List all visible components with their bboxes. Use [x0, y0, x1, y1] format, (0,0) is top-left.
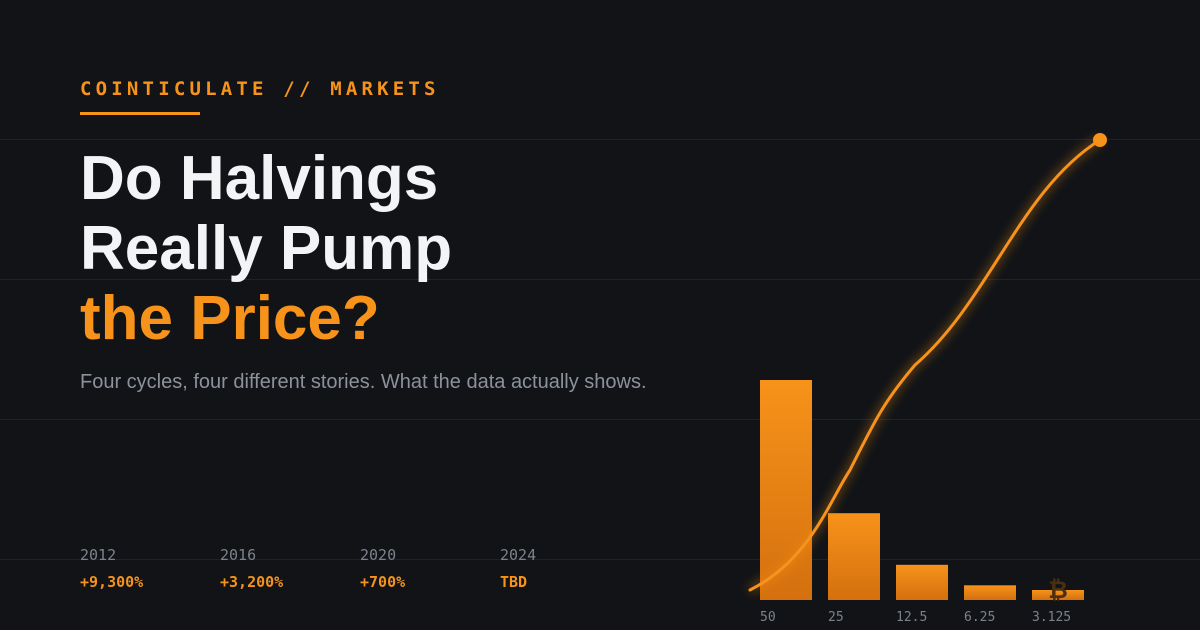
stat-2024: 2024 TBD	[500, 546, 630, 591]
subtitle: Four cycles, four different stories. Wha…	[80, 371, 647, 393]
reward-bar-25	[828, 513, 880, 600]
stat-year: 2024	[500, 546, 537, 564]
grid-line	[0, 419, 1200, 420]
stat-year: 2020	[360, 546, 397, 564]
reward-bar-12-5	[896, 564, 948, 600]
reward-label: 3.125	[1032, 610, 1071, 625]
reward-bar-6-25	[964, 585, 1016, 600]
bitcoin-icon: ₿	[1048, 576, 1068, 604]
stat-2012: 2012 +9,300%	[80, 546, 210, 591]
stat-2020: 2020 +700%	[360, 546, 490, 591]
title-line-1: Do Halvings	[80, 144, 439, 213]
price-trend-line	[748, 138, 1102, 592]
stat-value: +3,200%	[220, 573, 284, 591]
stat-value: +9,300%	[80, 573, 144, 591]
stat-value: TBD	[500, 573, 528, 591]
reward-label: 12.5	[896, 610, 927, 625]
kicker-label: COINTICULATE // MARKETS	[80, 78, 440, 100]
grid-line	[0, 279, 1200, 280]
reward-bar-3-125	[1032, 590, 1084, 600]
stat-2016: 2016 +3,200%	[220, 546, 350, 591]
chart-svg: 50 25 12.5 6.25 3.125 ₿	[748, 133, 1107, 625]
grid-line	[0, 139, 1200, 140]
title-line-3: the Price?	[80, 284, 380, 353]
reward-label: 50	[760, 610, 776, 625]
reward-label: 6.25	[964, 610, 995, 625]
stat-year: 2016	[220, 546, 257, 564]
stat-year: 2012	[80, 546, 117, 564]
block-reward-chart: 50 25 12.5 6.25 3.125 ₿	[700, 100, 1180, 630]
price-trend-endpoint	[1093, 133, 1107, 147]
kicker-underline	[80, 112, 200, 115]
grid-line	[0, 559, 1200, 560]
title-line-2: Really Pump	[80, 214, 453, 283]
page-title: Do Halvings Really Pump the Price?	[80, 144, 452, 354]
stat-value: +700%	[360, 573, 406, 591]
reward-label: 25	[828, 610, 844, 625]
